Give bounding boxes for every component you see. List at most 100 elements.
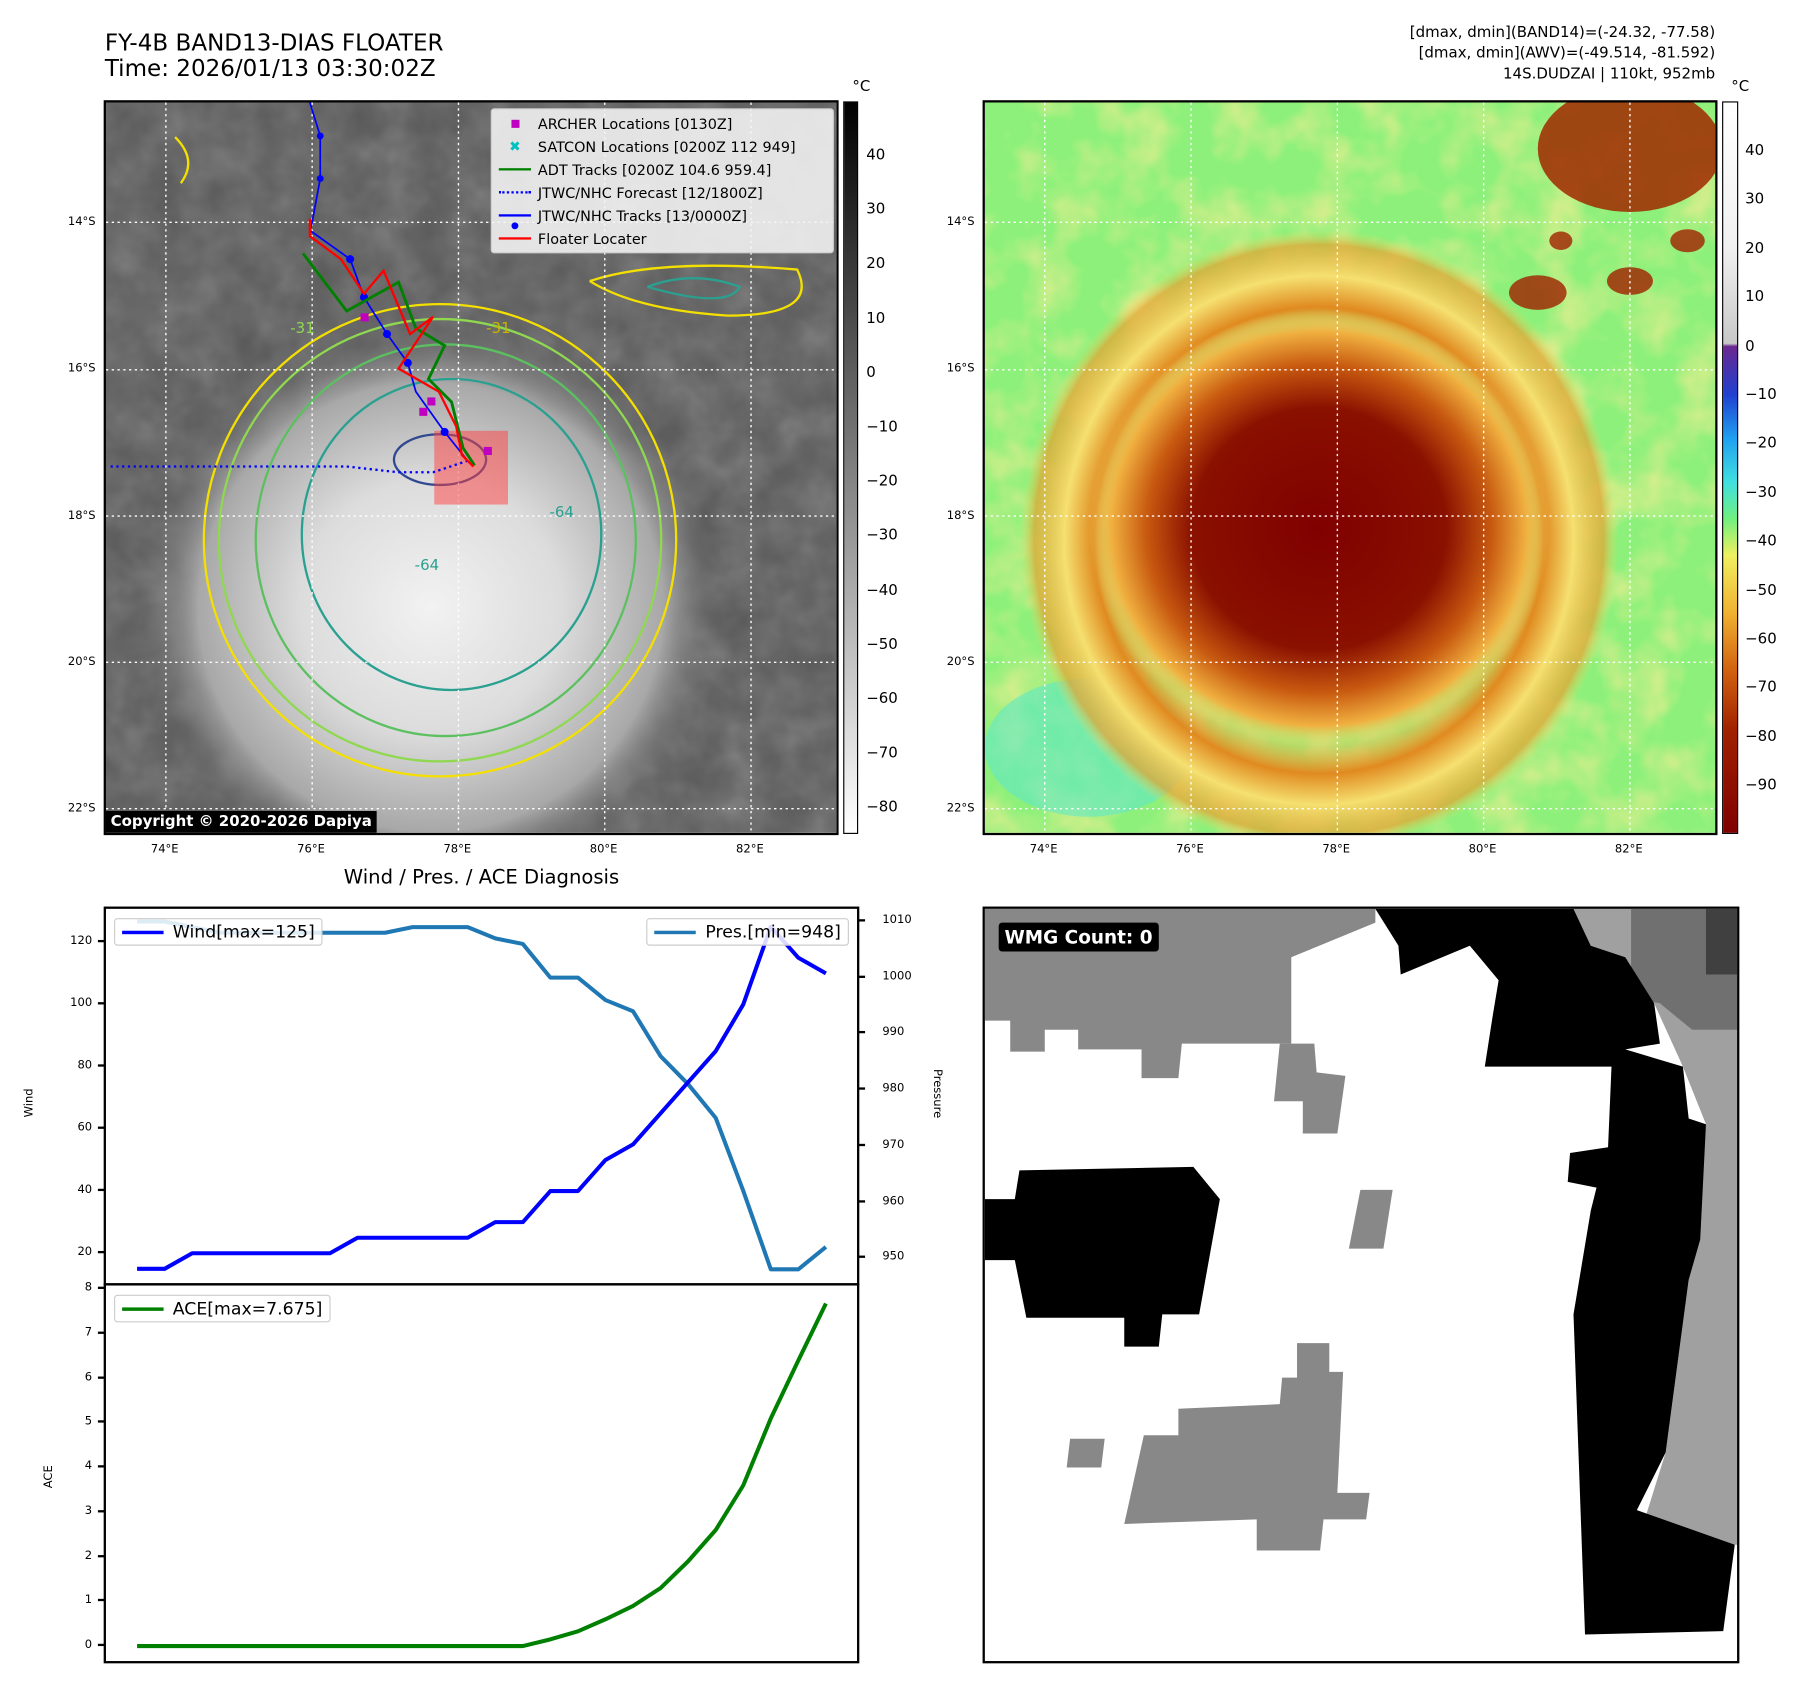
colorbar-tick-label: 0 bbox=[866, 364, 876, 382]
legend-archer: ARCHER Locations [0130Z] bbox=[492, 112, 833, 135]
colorbar-tick-label: −10 bbox=[866, 418, 898, 436]
colorbar-tick-label: 20 bbox=[866, 255, 886, 273]
awv-map-panel bbox=[982, 100, 1718, 836]
black-region bbox=[984, 1166, 1220, 1347]
wind-pressure-chart: Wind[max=125] Pres.[min=948] bbox=[103, 906, 860, 1286]
figure-title: FY-4B BAND13-DIAS FLOATER Time: 2026/01/… bbox=[105, 30, 444, 81]
pressure-tick-label: 990 bbox=[882, 1026, 905, 1039]
awv-map bbox=[984, 102, 1716, 833]
ace-tick-label: 2 bbox=[84, 1549, 93, 1562]
gray-region bbox=[1705, 908, 1738, 975]
wind-tick-label: 60 bbox=[77, 1121, 93, 1135]
ace-plot bbox=[137, 1302, 828, 1649]
pressure-tick-label: 950 bbox=[882, 1250, 905, 1264]
colorbar-tick-label: −50 bbox=[866, 636, 898, 654]
lat-tick-label: 16°S bbox=[67, 362, 96, 376]
title-time: Time: 2026/01/13 03:30:02Z bbox=[104, 54, 436, 82]
diagnosis-title: Wind / Pres. / ACE Diagnosis bbox=[343, 866, 620, 890]
colorbar-unit: °C bbox=[852, 78, 871, 96]
colorbar-tick-label: −80 bbox=[866, 799, 898, 817]
wind-tick-label: 100 bbox=[70, 996, 93, 1010]
ace-line bbox=[137, 1302, 828, 1649]
floater-locater-track bbox=[308, 218, 475, 468]
lon-tick-label: 80°E bbox=[589, 843, 618, 856]
legend-forecast: JTWC/NHC Forecast [12/1800Z] bbox=[492, 181, 833, 204]
ace-axis-label: ACE bbox=[42, 1465, 56, 1489]
pressure-tick bbox=[858, 1031, 866, 1034]
colorbar-tick-label: 40 bbox=[1745, 142, 1765, 160]
colorbar-tick-label: −40 bbox=[1745, 532, 1777, 551]
lon-tick-label: 80°E bbox=[1468, 843, 1497, 856]
ace-tick-label: 1 bbox=[84, 1593, 93, 1607]
gray-region bbox=[1348, 1189, 1393, 1249]
lon-tick-label: 82°E bbox=[1614, 843, 1643, 856]
ace-tick bbox=[97, 1599, 105, 1602]
wind-legend: Wind[max=125] bbox=[114, 918, 323, 946]
ace-tick bbox=[97, 1375, 105, 1379]
ace-tick bbox=[97, 1420, 105, 1423]
map-gridlines bbox=[984, 102, 1716, 833]
title-line-1: FY-4B BAND13-DIAS FLOATER bbox=[104, 28, 444, 57]
wind-tick bbox=[97, 939, 105, 943]
cold-cloud-cells bbox=[1508, 229, 1705, 310]
line-icon bbox=[492, 237, 538, 240]
wind-tick bbox=[97, 1188, 105, 1192]
lon-tick-label: 74°E bbox=[1029, 843, 1058, 856]
colorbar-unit: °C bbox=[1731, 78, 1750, 96]
colorbar-tick-label: −60 bbox=[1745, 630, 1777, 648]
legend-label: Floater Locater bbox=[537, 229, 647, 248]
line-dot-icon bbox=[492, 214, 538, 230]
lat-tick-label: 14°S bbox=[67, 215, 96, 229]
wind-tick-label: 20 bbox=[77, 1245, 93, 1259]
pressure-tick bbox=[858, 1199, 866, 1203]
storm-summary: 14S.DUDZAI | 110kt, 952mb bbox=[1503, 65, 1716, 83]
legend-label: ADT Tracks [0200Z 104.6 959.4] bbox=[537, 160, 772, 178]
gray-region bbox=[1066, 1438, 1105, 1468]
colorbar-tick-label: −50 bbox=[1745, 581, 1777, 600]
colorbar-tick-label: −30 bbox=[866, 527, 898, 545]
jtwc-track bbox=[308, 102, 469, 462]
gray-region bbox=[1124, 1343, 1370, 1551]
pressure-tick bbox=[858, 1255, 866, 1259]
wind-axis-label: Wind bbox=[23, 1088, 36, 1118]
legend-label: JTWC/NHC Forecast [12/1800Z] bbox=[537, 183, 763, 202]
pressure-tick-label: 980 bbox=[882, 1082, 905, 1095]
colorbar-tick-label: −20 bbox=[1745, 435, 1777, 453]
pressure-tick-label: 970 bbox=[882, 1138, 905, 1152]
storm-info: [dmax, dmin](BAND14)=(-24.32, -77.58) [d… bbox=[1410, 23, 1715, 85]
colorbar-tick-label: 10 bbox=[866, 309, 886, 328]
x-marker-icon: ✖ bbox=[509, 138, 521, 155]
lat-tick-label: 16°S bbox=[946, 362, 975, 376]
lon-tick-label: 82°E bbox=[736, 843, 764, 856]
dotted-line-icon bbox=[492, 191, 538, 194]
jtwc-track-points bbox=[316, 132, 449, 436]
lat-tick-label: 20°S bbox=[946, 655, 975, 669]
legend-adt: ADT Tracks [0200Z 104.6 959.4] bbox=[492, 158, 833, 181]
adt-track bbox=[301, 252, 476, 467]
ace-legend: ACE[max=7.675] bbox=[114, 1294, 331, 1323]
colorbar-tick-label: −10 bbox=[1745, 386, 1777, 404]
ace-tick-label: 7 bbox=[84, 1326, 93, 1339]
lat-tick-label: 14°S bbox=[946, 215, 975, 229]
colorbar-tick-label: 30 bbox=[1745, 191, 1765, 209]
lat-tick-label: 18°S bbox=[67, 509, 96, 522]
wmg-panel: WMG Count: 0 bbox=[982, 906, 1740, 1664]
ace-tick bbox=[97, 1509, 105, 1513]
pressure-tick bbox=[858, 1087, 866, 1090]
ace-tick-label: 5 bbox=[84, 1415, 93, 1429]
ace-tick bbox=[97, 1554, 105, 1557]
ir-map-panel: -31 -64 -64 -31 Copyright © 2020-2026 Da… bbox=[103, 100, 839, 836]
gray-region bbox=[1573, 908, 1738, 1545]
wind-tick bbox=[97, 1002, 105, 1005]
jtwc-forecast-track bbox=[110, 459, 469, 474]
square-marker-icon bbox=[492, 119, 538, 128]
pressure-tick-label: 1000 bbox=[882, 970, 912, 983]
ace-tick-label: 4 bbox=[84, 1460, 93, 1473]
legend-label: JTWC/NHC Tracks [13/0000Z] bbox=[537, 206, 748, 225]
legend-label: ACE[max=7.675] bbox=[172, 1298, 323, 1319]
pressure-tick bbox=[858, 975, 866, 978]
lon-tick-label: 76°E bbox=[1176, 843, 1204, 856]
ace-tick bbox=[97, 1331, 105, 1334]
wind-tick bbox=[97, 1126, 105, 1129]
legend-satcon: ✖ SATCON Locations [0200Z 112 949] bbox=[492, 135, 833, 158]
